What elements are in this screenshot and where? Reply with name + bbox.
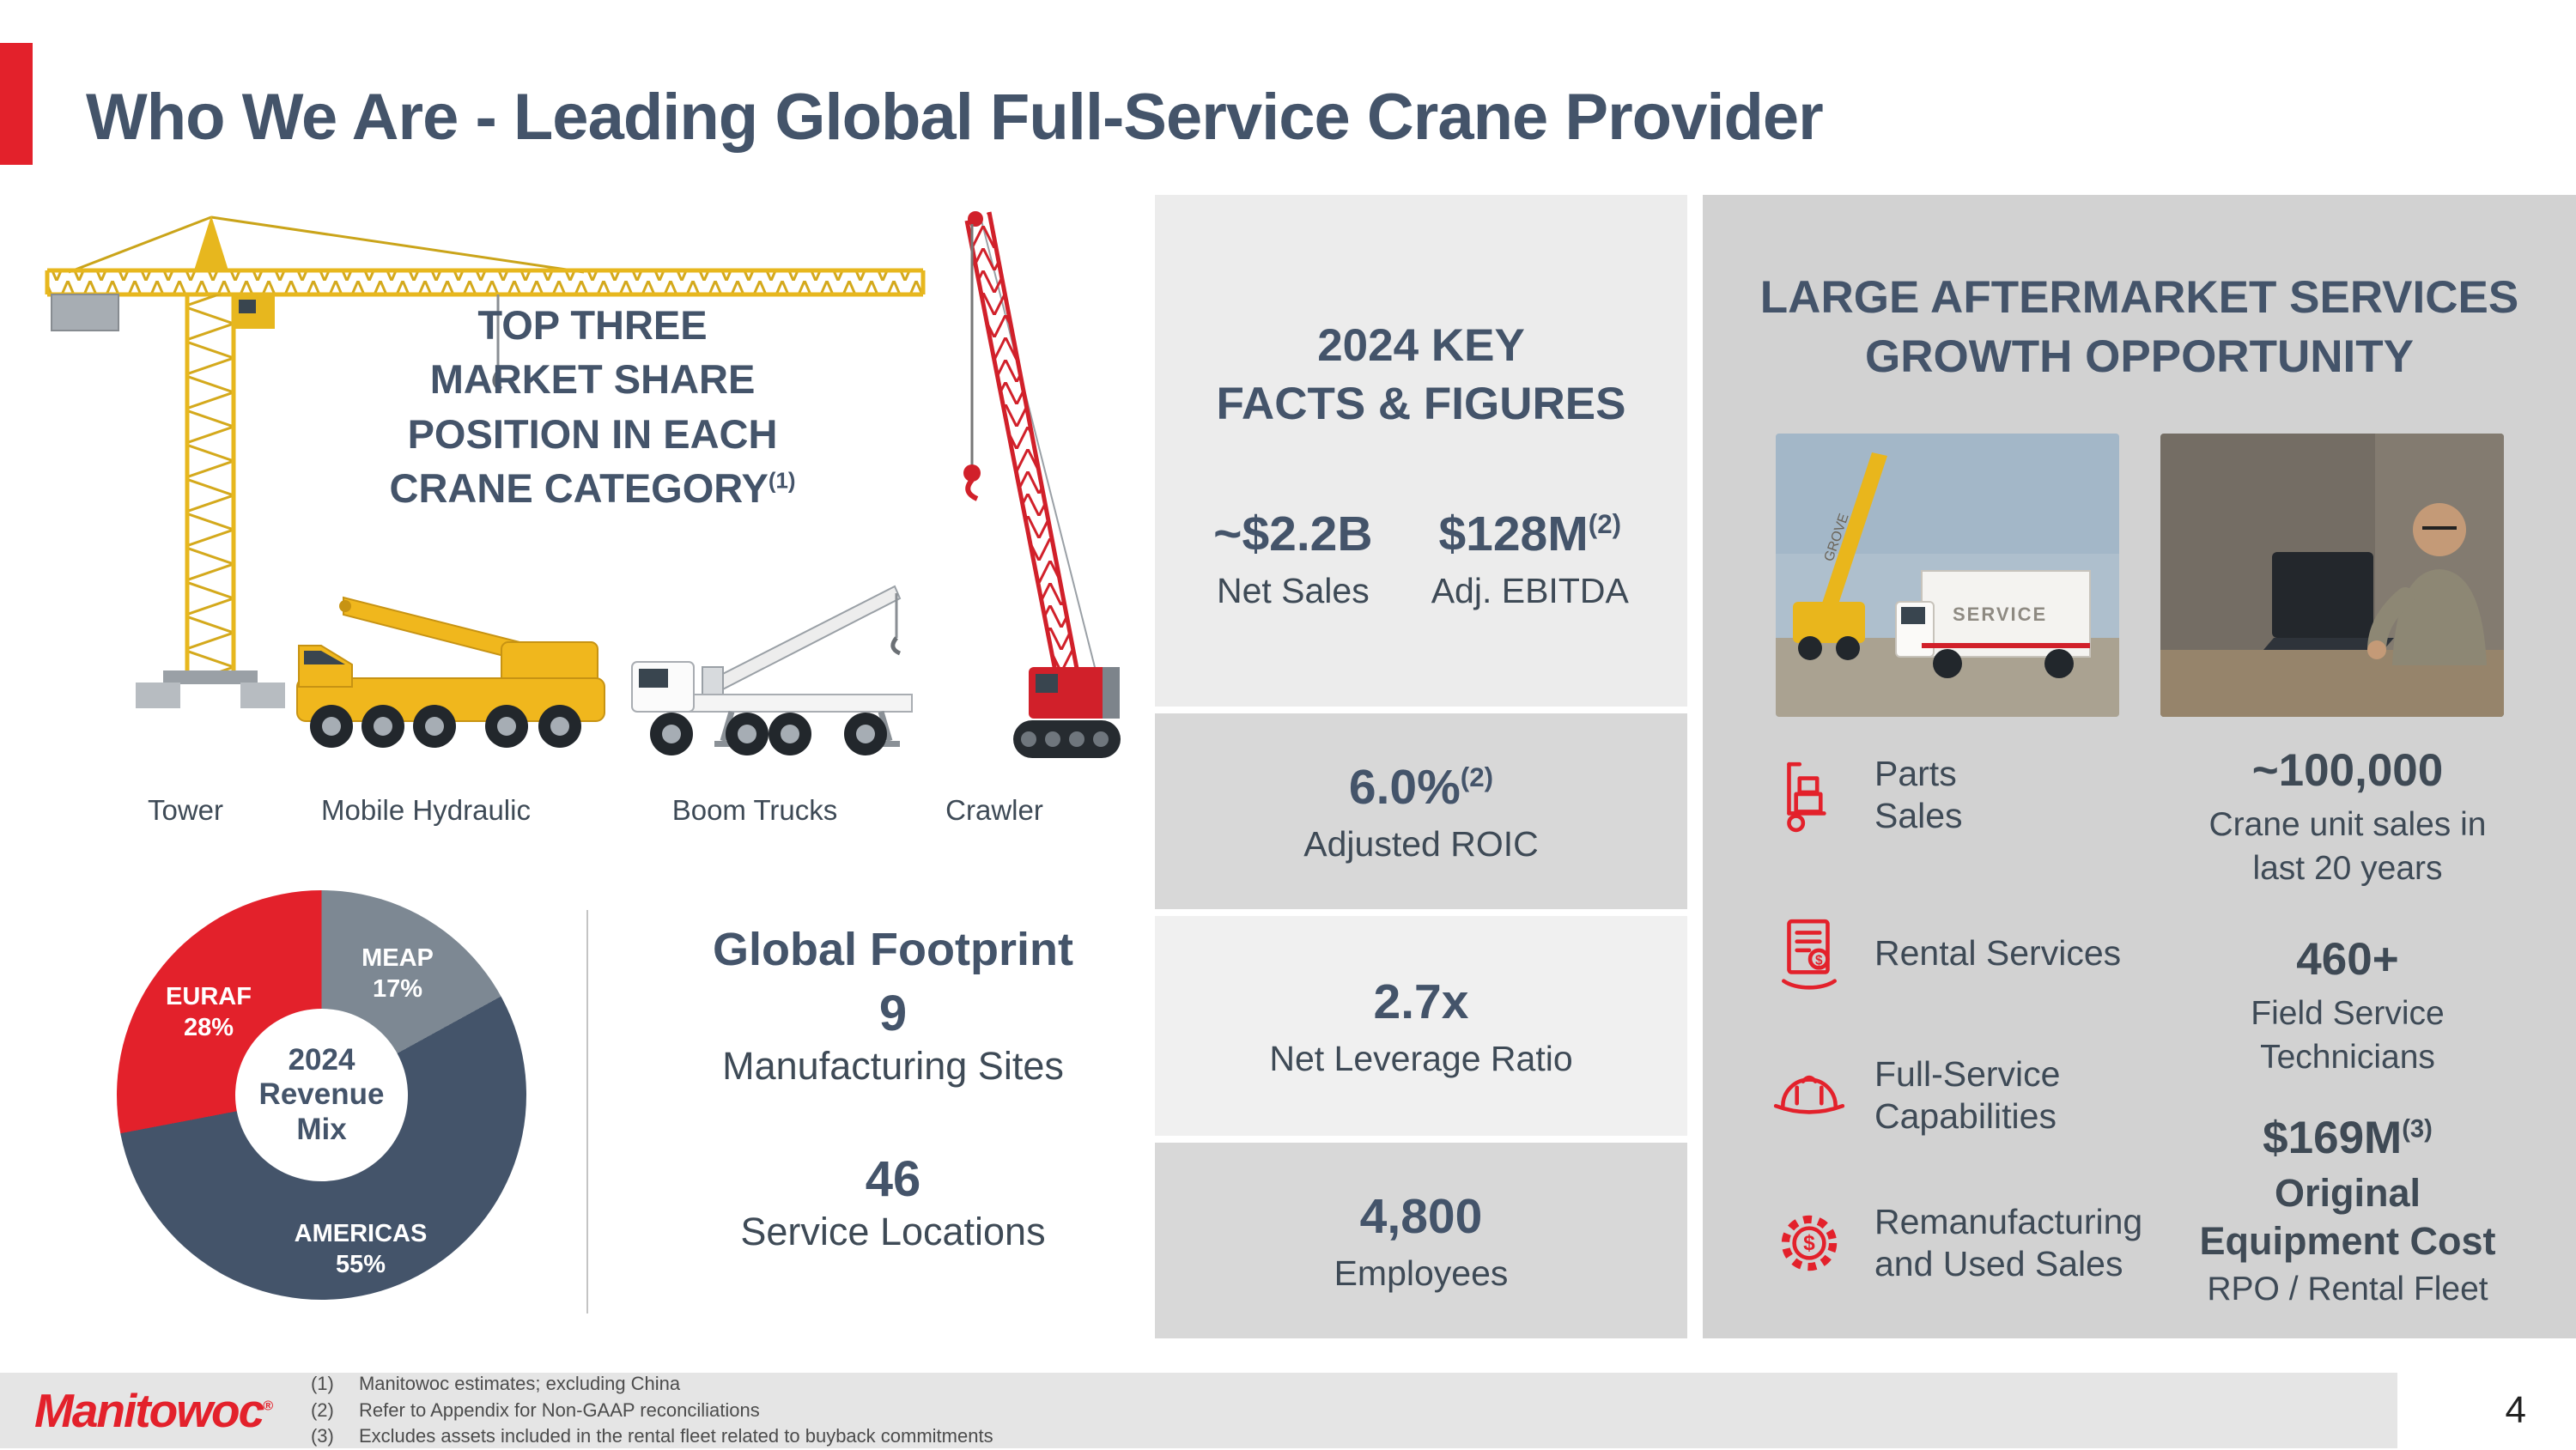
- page-number: 4: [2404, 1373, 2576, 1448]
- net-sales-stat: ~$2.2B Net Sales: [1213, 506, 1373, 610]
- svg-text:$: $: [1803, 1232, 1815, 1255]
- manufacturing-sites-label: Manufacturing Sites: [722, 1044, 1064, 1088]
- footnotes: (1) Manitowoc estimates; excluding China…: [311, 1371, 993, 1449]
- service-label: Full-Service Capabilities: [1874, 1054, 2061, 1137]
- footnote-3: (3) Excludes assets included in the rent…: [310, 1425, 993, 1447]
- key-facts-stats-row: ~$2.2B Net Sales $128M(2) Adj. EBITDA: [1155, 506, 1687, 611]
- donut-segment-label-euraf: EURAF 28%: [166, 982, 252, 1041]
- technician-photo: [2160, 433, 2504, 717]
- revenue-donut: MEAP 17% EURAF 28% AMERICAS 55% 2024 Rev…: [117, 890, 526, 1300]
- title-accent-bar: [0, 43, 33, 165]
- service-label: Remanufacturing and Used Sales: [1874, 1202, 2143, 1284]
- crane-category-label-tower: Tower: [147, 794, 224, 826]
- crane-category-label-boom-trucks: Boom Trucks: [671, 794, 838, 826]
- hand-truck-icon: [1787, 762, 1826, 833]
- service-locations-label: Service Locations: [740, 1210, 1046, 1253]
- global-footprint-block: Global Footprint 9 Manufacturing Sites 4…: [670, 923, 1116, 1254]
- crane-category-label-mobile-hydraulic: Mobile Hydraulic: [321, 794, 531, 826]
- aftermarket-photos: GROVE SERVICE: [1703, 433, 2576, 717]
- photo-text-service: SERVICE: [1953, 604, 2047, 625]
- boom-truck-illustration: [631, 585, 913, 755]
- footnote-ref-1: (1): [768, 469, 796, 494]
- svg-text:$: $: [1815, 953, 1823, 968]
- service-item-parts-sales: Parts Sales: [1770, 753, 1963, 837]
- manitowoc-logo: Manitowoc®: [34, 1384, 273, 1437]
- footnote-2: (2) Refer to Appendix for Non-GAAP recon…: [310, 1398, 760, 1421]
- footnote-1: (1) Manitowoc estimates; excluding China: [310, 1373, 681, 1395]
- page-title: Who We Are - Leading Global Full-Service…: [86, 80, 1824, 154]
- crane-unit-sales-stat: ~100,000 Crane unit sales in last 20 yea…: [2208, 745, 2487, 887]
- key-facts-heading: 2024 KEY FACTS & FIGURES: [1216, 320, 1626, 429]
- field-service-technicians-stat: 460+ Field Service Technicians: [2251, 934, 2445, 1076]
- heading-line: TOP THREE: [477, 302, 708, 348]
- global-footprint-title: Global Footprint: [713, 924, 1073, 975]
- adjusted-roic-band: 6.0%(2) Adjusted ROIC: [1155, 713, 1687, 909]
- adj-ebitda-stat: $128M(2) Adj. EBITDA: [1431, 506, 1629, 610]
- mobile-hydraulic-crane-illustration: [296, 596, 605, 748]
- original-equipment-cost-stat: $169M(3) Original Equipment Cost RPO / R…: [2199, 1113, 2496, 1307]
- service-item-full-service: Full-Service Capabilities: [1770, 1053, 2060, 1138]
- hard-hat-icon: [1773, 1075, 1845, 1114]
- service-label: Parts Sales: [1874, 754, 1963, 836]
- service-item-rental-services: $ Rental Services: [1770, 914, 2121, 993]
- net-leverage-band: 2.7x Net Leverage Ratio: [1155, 916, 1687, 1136]
- crane-category-label-crawler: Crawler: [945, 794, 1043, 826]
- aftermarket-panel: LARGE AFTERMARKET SERVICES GROWTH OPPORT…: [1703, 195, 2576, 1338]
- employees-band: 4,800 Employees: [1155, 1143, 1687, 1338]
- service-truck-photo: GROVE SERVICE: [1775, 433, 2119, 717]
- key-facts-panel: 2024 KEY FACTS & FIGURES ~$2.2B Net Sale…: [1155, 195, 1687, 1338]
- service-label: Rental Services: [1874, 933, 2122, 974]
- heading-line: POSITION IN EACH: [407, 410, 778, 457]
- market-share-section: TOP THREE MARKET SHARE POSITION IN EACH …: [34, 195, 1151, 1345]
- donut-segment-label-meap: MEAP 17%: [361, 943, 434, 1003]
- service-item-remanufacturing: $ Remanufacturing and Used Sales: [1770, 1201, 2142, 1285]
- donut-segment-label-americas: AMERICAS 55%: [294, 1219, 428, 1278]
- key-facts-top-section: 2024 KEY FACTS & FIGURES ~$2.2B Net Sale…: [1155, 195, 1687, 707]
- gear-dollar-icon: $: [1781, 1215, 1838, 1271]
- rental-contract-icon: $: [1782, 919, 1837, 990]
- manufacturing-sites-count: 9: [878, 986, 908, 1041]
- vertical-divider: [586, 910, 588, 1313]
- donut-center-label: 2024 Revenue Mix: [235, 1009, 408, 1181]
- aftermarket-heading: LARGE AFTERMARKET SERVICES GROWTH OPPORT…: [1759, 272, 2519, 382]
- footer-bar: Manitowoc® (1) Manitowoc estimates; excl…: [0, 1373, 2397, 1448]
- heading-line: MARKET SHARE: [429, 356, 756, 403]
- service-locations-count: 46: [865, 1151, 921, 1207]
- crawler-crane-illustration: [963, 211, 1121, 758]
- heading-line: CRANE CATEGORY(1): [389, 465, 796, 512]
- tower-crane-illustration: [45, 215, 926, 708]
- market-share-heading: TOP THREE MARKET SHARE POSITION IN EACH …: [335, 298, 850, 516]
